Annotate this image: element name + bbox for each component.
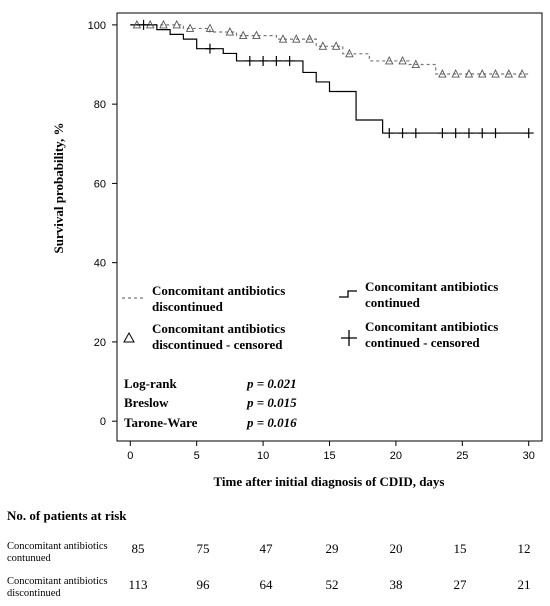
legend-label-3a: Concomitant antibiotics [152, 321, 285, 336]
censor-plus-marker [384, 128, 395, 139]
x-axis-label: Time after initial diagnosis of CDID, da… [213, 474, 444, 489]
x-tick-label: 15 [323, 450, 335, 462]
censor-triangle-marker [159, 19, 168, 29]
y-tick-label: 100 [88, 20, 106, 32]
stat-test-2: Breslow [124, 395, 169, 410]
censor-plus-marker [284, 55, 295, 66]
risk-value: 96 [196, 577, 210, 592]
risk-value: 85 [131, 541, 145, 556]
legend-swatch-continued [339, 290, 357, 298]
risk-value: 113 [128, 577, 148, 592]
legend-label-1b: discontinued [152, 299, 224, 314]
legend-label-4a: Concomitant antibiotics [365, 319, 498, 334]
y-tick-label: 80 [94, 99, 106, 111]
censor-triangle-marker [331, 41, 341, 50]
stat-test-1: Log-rank [124, 376, 178, 391]
x-tick-label: 10 [257, 450, 269, 462]
censor-plus-marker [410, 128, 421, 139]
legend: Concomitant antibiotics discontinued Con… [122, 279, 498, 352]
legend-swatch-plus-icon [341, 330, 357, 346]
stat-p-2: p = 0.015 [246, 395, 297, 410]
censor-triangle-marker [385, 55, 394, 65]
censor-plus-marker [244, 55, 255, 66]
risk-value: 15 [453, 541, 467, 556]
y-tick-label: 60 [94, 178, 106, 190]
censor-triangle-marker [478, 69, 487, 78]
censor-triangle-marker [278, 34, 288, 43]
risk-value: 38 [389, 577, 403, 592]
censor-triangle-marker [398, 55, 407, 65]
y-tick-label: 40 [94, 258, 106, 270]
risk-value: 75 [196, 541, 210, 556]
censor-triangle-marker [504, 69, 514, 78]
censor-plus-marker [450, 128, 461, 139]
legend-label-2b: continued [365, 295, 421, 310]
x-tick-label: 20 [390, 450, 402, 462]
censor-plus-marker [523, 128, 534, 139]
stat-test-3: Tarone-Ware [124, 415, 198, 430]
stats-block: Log-rank p = 0.021 Breslow p = 0.015 Tar… [124, 376, 297, 430]
y-axis-label: Survival probability, % [51, 123, 66, 254]
censor-triangle-marker [205, 23, 215, 32]
risk-row-label-continued: Concomitant antibiotics contunued [7, 541, 108, 564]
stat-p-3: p = 0.016 [246, 415, 297, 430]
series-line-discontinued [130, 24, 529, 75]
risk-value: 64 [259, 577, 273, 592]
censor-triangle-marker [252, 30, 261, 40]
censor-plus-marker [138, 19, 149, 30]
censor-triangle-marker [318, 41, 328, 50]
survival-curves [130, 24, 529, 134]
axis-ticks: 0 20 40 60 80 100 0 5 10 15 20 25 30 [88, 20, 535, 462]
risk-value: 29 [325, 541, 339, 556]
risk-value: 27 [453, 577, 467, 592]
censor-markers [132, 19, 534, 139]
censor-triangle-marker [451, 69, 460, 78]
censor-triangle-marker [345, 48, 354, 58]
legend-label-1a: Concomitant antibiotics [152, 283, 285, 298]
censor-triangle-marker [185, 23, 195, 32]
risk-value: 20 [389, 541, 403, 556]
legend-swatch-triangle-icon [123, 331, 135, 343]
censor-triangle-marker [292, 34, 301, 43]
y-tick-label: 20 [94, 337, 106, 349]
legend-label-3b: discontinued - censored [152, 337, 283, 352]
risk-value: 52 [325, 577, 339, 592]
censor-plus-marker [477, 128, 488, 139]
x-tick-label: 0 [127, 450, 133, 462]
series-line-continued [130, 24, 529, 134]
legend-label-4b: continued - censored [365, 335, 480, 350]
risk-table-title: No. of patients at risk [7, 508, 127, 523]
censor-triangle-marker [491, 69, 500, 78]
censor-triangle-marker [438, 69, 447, 78]
censor-triangle-marker [305, 34, 314, 43]
censor-triangle-marker [238, 30, 248, 40]
y-tick-label: 0 [100, 416, 106, 428]
censor-plus-marker [258, 55, 269, 66]
censor-plus-marker [397, 128, 408, 139]
risk-value: 21 [517, 577, 531, 592]
censor-plus-marker [204, 43, 215, 54]
risk-row-label-discontinued: Concomitant antibiotics discontinued [7, 576, 108, 599]
x-tick-label: 5 [194, 450, 200, 462]
censor-plus-marker [271, 55, 282, 66]
censor-plus-marker [490, 128, 501, 139]
censor-triangle-marker [411, 59, 421, 68]
censor-triangle-marker [517, 69, 527, 78]
censor-triangle-marker [225, 27, 235, 36]
legend-label-2a: Concomitant antibiotics [365, 279, 498, 294]
x-tick-label: 30 [523, 450, 535, 462]
km-chart: 0 20 40 60 80 100 0 5 10 15 20 25 30 Survival probab… [51, 12, 543, 489]
censor-triangle-marker [172, 19, 181, 29]
censor-triangle-marker [464, 69, 474, 78]
x-tick-label: 25 [456, 450, 468, 462]
risk-value: 47 [259, 541, 273, 556]
risk-value: 12 [517, 541, 531, 556]
stat-p-1: p = 0.021 [246, 376, 297, 391]
censor-plus-marker [437, 128, 448, 139]
censor-plus-marker [463, 128, 474, 139]
